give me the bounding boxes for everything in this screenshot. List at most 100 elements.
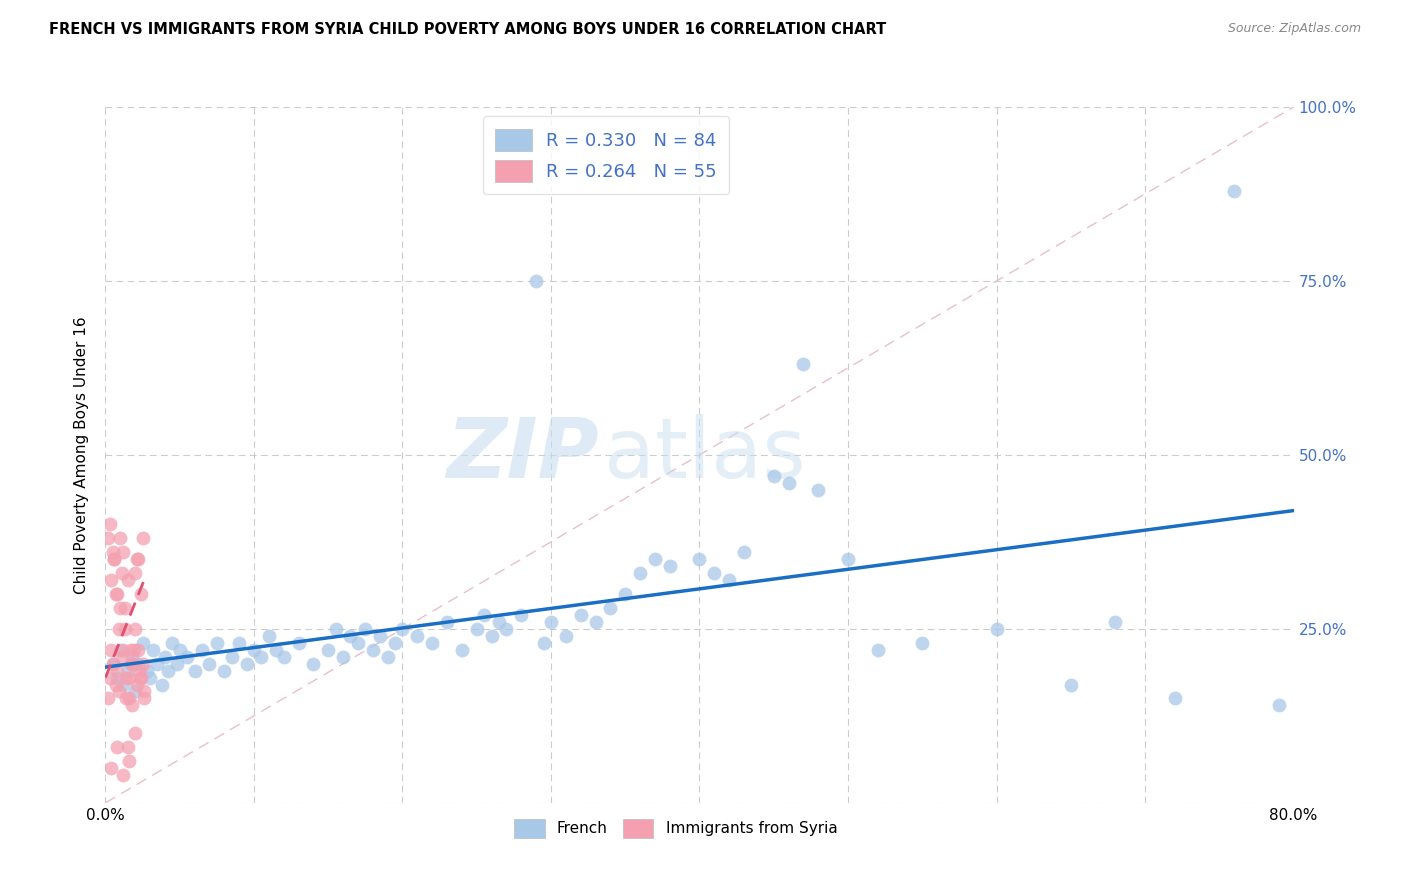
Point	[108, 684, 131, 698]
Point	[361, 642, 384, 657]
Point	[250, 649, 273, 664]
Point	[257, 629, 280, 643]
Point	[153, 649, 176, 664]
Text: FRENCH VS IMMIGRANTS FROM SYRIA CHILD POVERTY AMONG BOYS UNDER 16 CORRELATION CH: FRENCH VS IMMIGRANTS FROM SYRIA CHILD PO…	[49, 22, 886, 37]
Point	[778, 475, 800, 490]
Point	[406, 629, 429, 643]
Point	[127, 552, 149, 566]
Point	[97, 532, 120, 546]
Point	[100, 761, 122, 775]
Point	[115, 671, 138, 685]
Point	[1104, 615, 1126, 629]
Point	[264, 642, 287, 657]
Point	[287, 636, 309, 650]
Point	[495, 622, 517, 636]
Point	[1164, 691, 1187, 706]
Text: Source: ZipAtlas.com: Source: ZipAtlas.com	[1227, 22, 1361, 36]
Point	[139, 671, 162, 685]
Point	[101, 657, 124, 671]
Point	[243, 642, 266, 657]
Point	[121, 649, 143, 664]
Point	[125, 552, 148, 566]
Point	[142, 642, 165, 657]
Point	[384, 636, 406, 650]
Point	[122, 642, 145, 657]
Point	[112, 642, 135, 657]
Point	[644, 552, 666, 566]
Point	[112, 768, 135, 782]
Point	[176, 649, 198, 664]
Point	[273, 649, 295, 664]
Point	[118, 691, 141, 706]
Point	[129, 671, 152, 685]
Point	[131, 532, 153, 546]
Point	[807, 483, 830, 497]
Point	[121, 657, 143, 671]
Point	[205, 636, 228, 650]
Point	[105, 740, 128, 755]
Point	[391, 622, 413, 636]
Point	[104, 677, 127, 691]
Point	[103, 552, 125, 566]
Point	[569, 607, 592, 622]
Point	[762, 468, 785, 483]
Point	[112, 545, 135, 559]
Point	[214, 664, 236, 678]
Point	[104, 587, 127, 601]
Point	[420, 636, 443, 650]
Point	[689, 552, 711, 566]
Point	[235, 657, 257, 671]
Point	[1060, 677, 1083, 691]
Point	[131, 636, 153, 650]
Point	[554, 629, 576, 643]
Text: atlas: atlas	[605, 415, 806, 495]
Y-axis label: Child Poverty Among Boys Under 16: Child Poverty Among Boys Under 16	[75, 316, 90, 594]
Point	[121, 698, 143, 713]
Point	[124, 684, 146, 698]
Point	[117, 664, 139, 678]
Point	[136, 664, 159, 678]
Point	[112, 677, 135, 691]
Point	[111, 566, 134, 581]
Point	[510, 607, 533, 622]
Point	[162, 636, 184, 650]
Point	[540, 615, 562, 629]
Point	[325, 622, 347, 636]
Point	[1267, 698, 1289, 713]
Point	[911, 636, 934, 650]
Legend: French, Immigrants from Syria: French, Immigrants from Syria	[508, 813, 844, 844]
Point	[129, 587, 152, 601]
Point	[101, 657, 124, 671]
Point	[718, 573, 741, 587]
Point	[108, 622, 131, 636]
Point	[837, 552, 859, 566]
Point	[599, 601, 621, 615]
Point	[866, 642, 889, 657]
Point	[114, 622, 136, 636]
Point	[198, 657, 221, 671]
Point	[117, 573, 139, 587]
Point	[105, 664, 128, 678]
Point	[98, 671, 121, 685]
Point	[127, 642, 149, 657]
Point	[628, 566, 651, 581]
Point	[436, 615, 458, 629]
Point	[465, 622, 488, 636]
Point	[124, 566, 146, 581]
Point	[97, 691, 120, 706]
Point	[124, 726, 146, 740]
Point	[118, 671, 141, 685]
Point	[228, 636, 250, 650]
Point	[986, 622, 1008, 636]
Point	[221, 649, 243, 664]
Point	[111, 649, 134, 664]
Point	[110, 601, 132, 615]
Point	[105, 587, 128, 601]
Point	[169, 642, 191, 657]
Point	[166, 657, 188, 671]
Point	[127, 657, 149, 671]
Point	[150, 677, 173, 691]
Point	[100, 642, 122, 657]
Point	[481, 629, 503, 643]
Point	[103, 552, 125, 566]
